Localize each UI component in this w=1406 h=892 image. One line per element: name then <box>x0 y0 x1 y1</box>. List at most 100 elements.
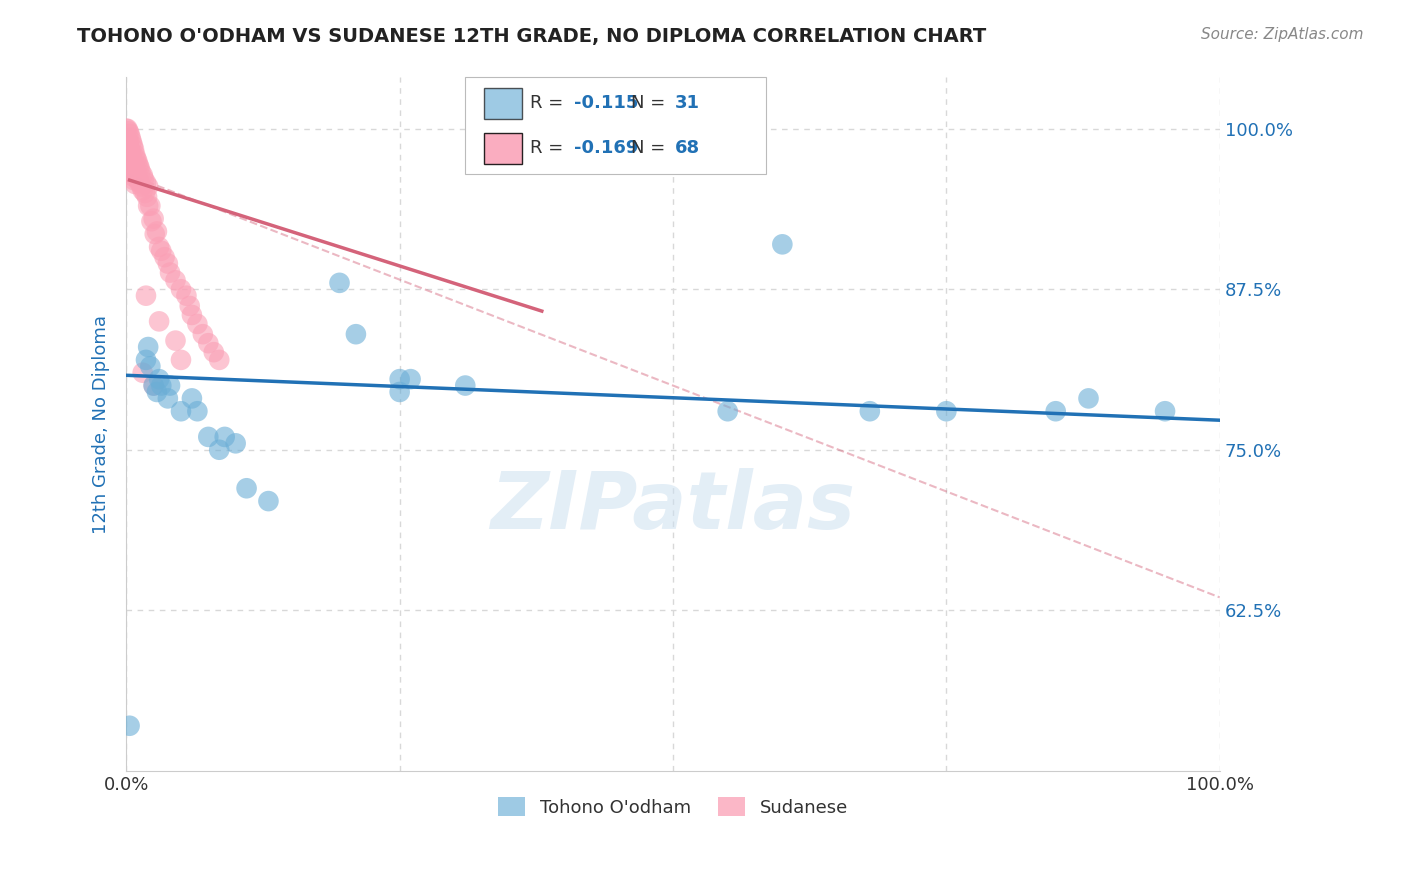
Point <box>1045 404 1067 418</box>
Point <box>150 244 173 258</box>
Point <box>125 165 148 179</box>
Point <box>399 372 422 386</box>
Point <box>135 176 157 190</box>
Point <box>146 384 169 399</box>
Point <box>128 161 150 175</box>
Point <box>121 153 143 168</box>
Point <box>128 176 150 190</box>
Point <box>131 366 153 380</box>
Point <box>159 378 181 392</box>
Point <box>118 719 141 733</box>
Point <box>117 150 139 164</box>
Point <box>132 172 155 186</box>
Text: Source: ZipAtlas.com: Source: ZipAtlas.com <box>1201 27 1364 42</box>
Point <box>127 153 149 168</box>
Point <box>117 141 139 155</box>
Point <box>115 121 138 136</box>
Point <box>156 392 179 406</box>
Point <box>141 214 163 228</box>
Point <box>120 145 142 159</box>
Text: -0.115: -0.115 <box>574 95 638 112</box>
Point <box>136 190 159 204</box>
Point <box>180 308 202 322</box>
Point <box>136 340 159 354</box>
Point <box>135 288 157 302</box>
Legend: Tohono O'odham, Sudanese: Tohono O'odham, Sudanese <box>491 790 855 824</box>
Point <box>117 124 139 138</box>
Point <box>344 327 367 342</box>
Point <box>121 169 143 184</box>
FancyBboxPatch shape <box>484 88 522 119</box>
Point <box>214 430 236 444</box>
Point <box>139 199 162 213</box>
Point <box>117 135 139 149</box>
Point <box>129 164 152 178</box>
Text: TOHONO O'ODHAM VS SUDANESE 12TH GRADE, NO DIPLOMA CORRELATION CHART: TOHONO O'ODHAM VS SUDANESE 12TH GRADE, N… <box>77 27 987 45</box>
Point <box>127 169 149 184</box>
Point <box>186 404 208 418</box>
Point <box>859 404 882 418</box>
Point <box>717 404 740 418</box>
Point <box>156 257 179 271</box>
Point <box>118 141 141 155</box>
FancyBboxPatch shape <box>465 78 766 175</box>
Point <box>170 404 193 418</box>
Point <box>125 151 148 165</box>
Point <box>170 282 193 296</box>
Point <box>180 392 202 406</box>
Point <box>135 352 157 367</box>
Text: 68: 68 <box>675 139 700 158</box>
Point <box>122 158 145 172</box>
Point <box>142 211 165 226</box>
Point <box>454 378 477 392</box>
Point <box>131 168 153 182</box>
Y-axis label: 12th Grade, No Diploma: 12th Grade, No Diploma <box>93 315 110 533</box>
Point <box>235 481 257 495</box>
Point <box>179 299 201 313</box>
FancyBboxPatch shape <box>484 133 522 164</box>
Text: R =: R = <box>530 139 569 158</box>
Text: 31: 31 <box>675 95 700 112</box>
Point <box>165 334 187 348</box>
Point <box>124 162 146 177</box>
Point <box>121 150 143 164</box>
Point <box>148 372 170 386</box>
Point <box>208 442 231 457</box>
Point <box>120 130 142 145</box>
Point <box>136 179 159 194</box>
Point <box>121 165 143 179</box>
Point <box>1077 392 1099 406</box>
Point <box>1154 404 1177 418</box>
Point <box>148 240 170 254</box>
Point <box>770 237 793 252</box>
Text: ZIPatlas: ZIPatlas <box>491 468 855 546</box>
Point <box>176 288 198 302</box>
Point <box>150 378 173 392</box>
Point <box>153 250 176 264</box>
Point <box>170 352 193 367</box>
Point <box>935 404 957 418</box>
Point <box>328 276 350 290</box>
Point <box>225 436 247 450</box>
Point <box>122 173 145 187</box>
Point <box>124 177 146 191</box>
Point <box>257 494 280 508</box>
Text: N =: N = <box>631 95 672 112</box>
Point <box>186 317 208 331</box>
Point <box>142 378 165 392</box>
Point <box>124 147 146 161</box>
Point <box>202 345 225 359</box>
Point <box>146 225 169 239</box>
Point <box>136 199 159 213</box>
Point <box>118 158 141 172</box>
Point <box>121 138 143 153</box>
Point <box>131 183 153 197</box>
Point <box>388 384 411 399</box>
Point <box>159 266 181 280</box>
Point <box>197 430 219 444</box>
Point <box>118 127 141 141</box>
Point <box>148 314 170 328</box>
Point <box>191 327 214 342</box>
Point <box>165 273 187 287</box>
Point <box>131 179 153 194</box>
